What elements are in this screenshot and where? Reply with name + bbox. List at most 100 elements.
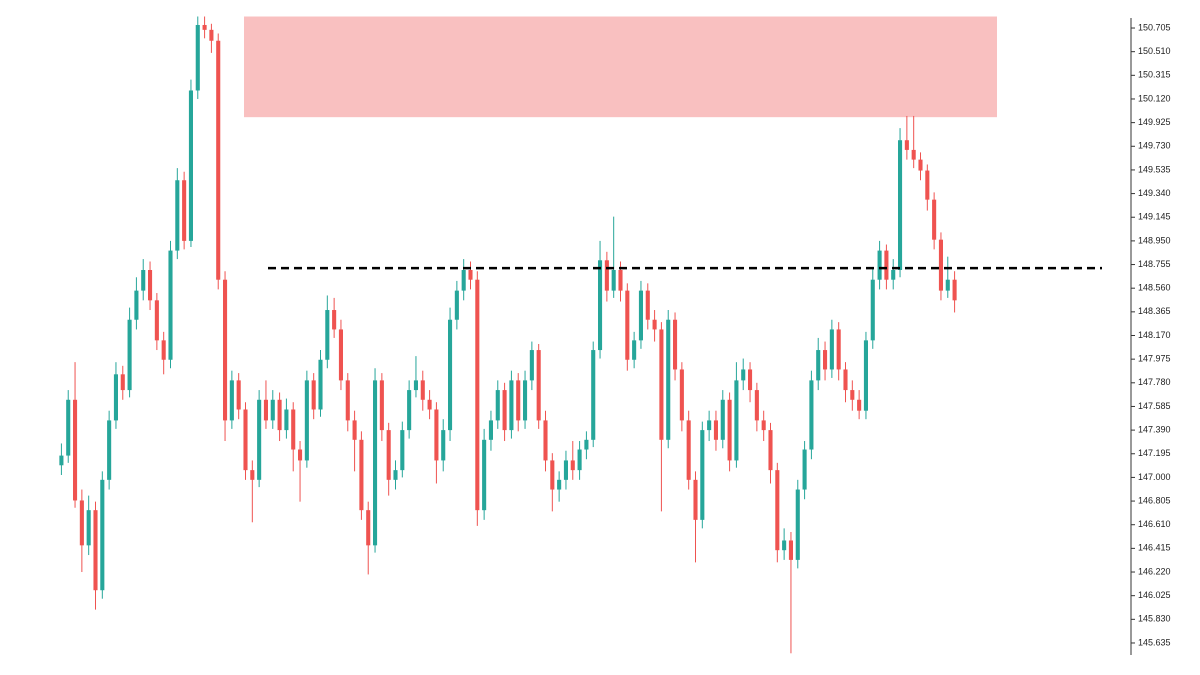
candle-body xyxy=(720,399,725,440)
y-tick-label: 147.000 xyxy=(1138,472,1171,482)
candle-body xyxy=(829,329,834,370)
candle-body xyxy=(809,380,814,450)
candle-body xyxy=(843,369,848,391)
candle-body xyxy=(836,329,841,370)
candle-body xyxy=(120,374,125,391)
candle-body xyxy=(100,479,105,591)
y-tick-label: 148.365 xyxy=(1138,306,1171,316)
y-tick-label: 150.315 xyxy=(1138,70,1171,80)
candle-body xyxy=(638,290,643,341)
y-tick-label: 146.025 xyxy=(1138,590,1171,600)
candle-body xyxy=(352,420,357,440)
y-tick-label: 146.415 xyxy=(1138,543,1171,553)
candle-body xyxy=(536,350,541,421)
candle-body xyxy=(666,319,671,440)
candle-body xyxy=(291,409,296,450)
candle-body xyxy=(529,350,534,381)
candle-body xyxy=(727,399,732,461)
candle-body xyxy=(788,540,793,560)
candle-body xyxy=(945,279,950,291)
candle-body xyxy=(168,250,173,360)
y-tick-label: 149.535 xyxy=(1138,164,1171,174)
candle-body xyxy=(884,250,889,280)
y-tick-label: 145.635 xyxy=(1138,637,1171,647)
candle-body xyxy=(543,420,548,461)
candle-body xyxy=(686,420,691,480)
candle-body xyxy=(427,399,432,410)
candle-body xyxy=(332,310,337,330)
candle-body xyxy=(761,420,766,431)
candle-body xyxy=(434,409,439,461)
candle-body xyxy=(202,24,207,30)
candle-body xyxy=(400,430,405,471)
candle-body xyxy=(461,270,466,291)
candle-body xyxy=(366,510,371,546)
candle-body xyxy=(557,479,562,490)
candle-body xyxy=(488,420,493,440)
candle-body xyxy=(161,340,166,360)
candle-body xyxy=(679,369,684,421)
y-tick-label: 147.195 xyxy=(1138,448,1171,458)
candle-body xyxy=(93,510,98,591)
candle-body xyxy=(236,380,241,410)
candle-body xyxy=(625,290,630,360)
candle-body xyxy=(393,470,398,480)
candle-body xyxy=(413,380,418,391)
candle-body xyxy=(229,380,234,421)
supply-zone xyxy=(244,16,997,118)
candle-body xyxy=(420,380,425,400)
candle-body xyxy=(577,449,582,471)
y-tick-label: 149.925 xyxy=(1138,117,1171,127)
candle-body xyxy=(277,399,282,431)
candle-body xyxy=(550,460,555,490)
candle-body xyxy=(502,390,507,431)
candle-body xyxy=(257,399,262,480)
candle-body xyxy=(748,369,753,391)
candle-body xyxy=(898,140,903,270)
y-tick-label: 146.220 xyxy=(1138,566,1171,576)
y-tick-label: 147.975 xyxy=(1138,354,1171,364)
candle-body xyxy=(182,180,187,241)
candle-body xyxy=(904,140,909,150)
candle-body xyxy=(645,290,650,320)
candle-body xyxy=(454,290,459,320)
candle-body xyxy=(284,409,289,431)
candle-body xyxy=(441,430,446,461)
candle-body xyxy=(816,350,821,381)
candle-body xyxy=(707,420,712,431)
candle-body xyxy=(373,380,378,546)
candle-body xyxy=(263,399,268,421)
candle-body xyxy=(632,340,637,360)
y-tick-label: 148.560 xyxy=(1138,283,1171,293)
y-tick-label: 148.755 xyxy=(1138,259,1171,269)
candle-body xyxy=(734,380,739,461)
candle-body xyxy=(850,390,855,400)
candle-body xyxy=(857,399,862,411)
candle-body xyxy=(863,340,868,411)
y-tick-label: 150.510 xyxy=(1138,46,1171,56)
candle-body xyxy=(495,390,500,421)
y-tick-label: 146.805 xyxy=(1138,495,1171,505)
y-tick-label: 150.705 xyxy=(1138,22,1171,32)
candle-body xyxy=(318,359,323,410)
y-tick-label: 149.145 xyxy=(1138,212,1171,222)
y-tick-label: 149.340 xyxy=(1138,188,1171,198)
candle-body xyxy=(795,489,800,560)
candle-body xyxy=(775,470,780,551)
candle-body xyxy=(659,329,664,440)
y-tick-label: 149.730 xyxy=(1138,141,1171,151)
y-tick-label: 148.170 xyxy=(1138,330,1171,340)
candle-body xyxy=(618,270,623,291)
candle-body xyxy=(509,380,514,431)
candle-body xyxy=(113,374,118,421)
candle-body xyxy=(148,270,153,301)
candle-body xyxy=(570,460,575,471)
candle-body xyxy=(407,390,412,431)
candle-body xyxy=(700,430,705,520)
y-tick-label: 146.610 xyxy=(1138,519,1171,529)
candle-body xyxy=(713,420,718,440)
candle-body xyxy=(768,430,773,471)
candle-body xyxy=(175,180,180,251)
candle-body xyxy=(870,279,875,341)
